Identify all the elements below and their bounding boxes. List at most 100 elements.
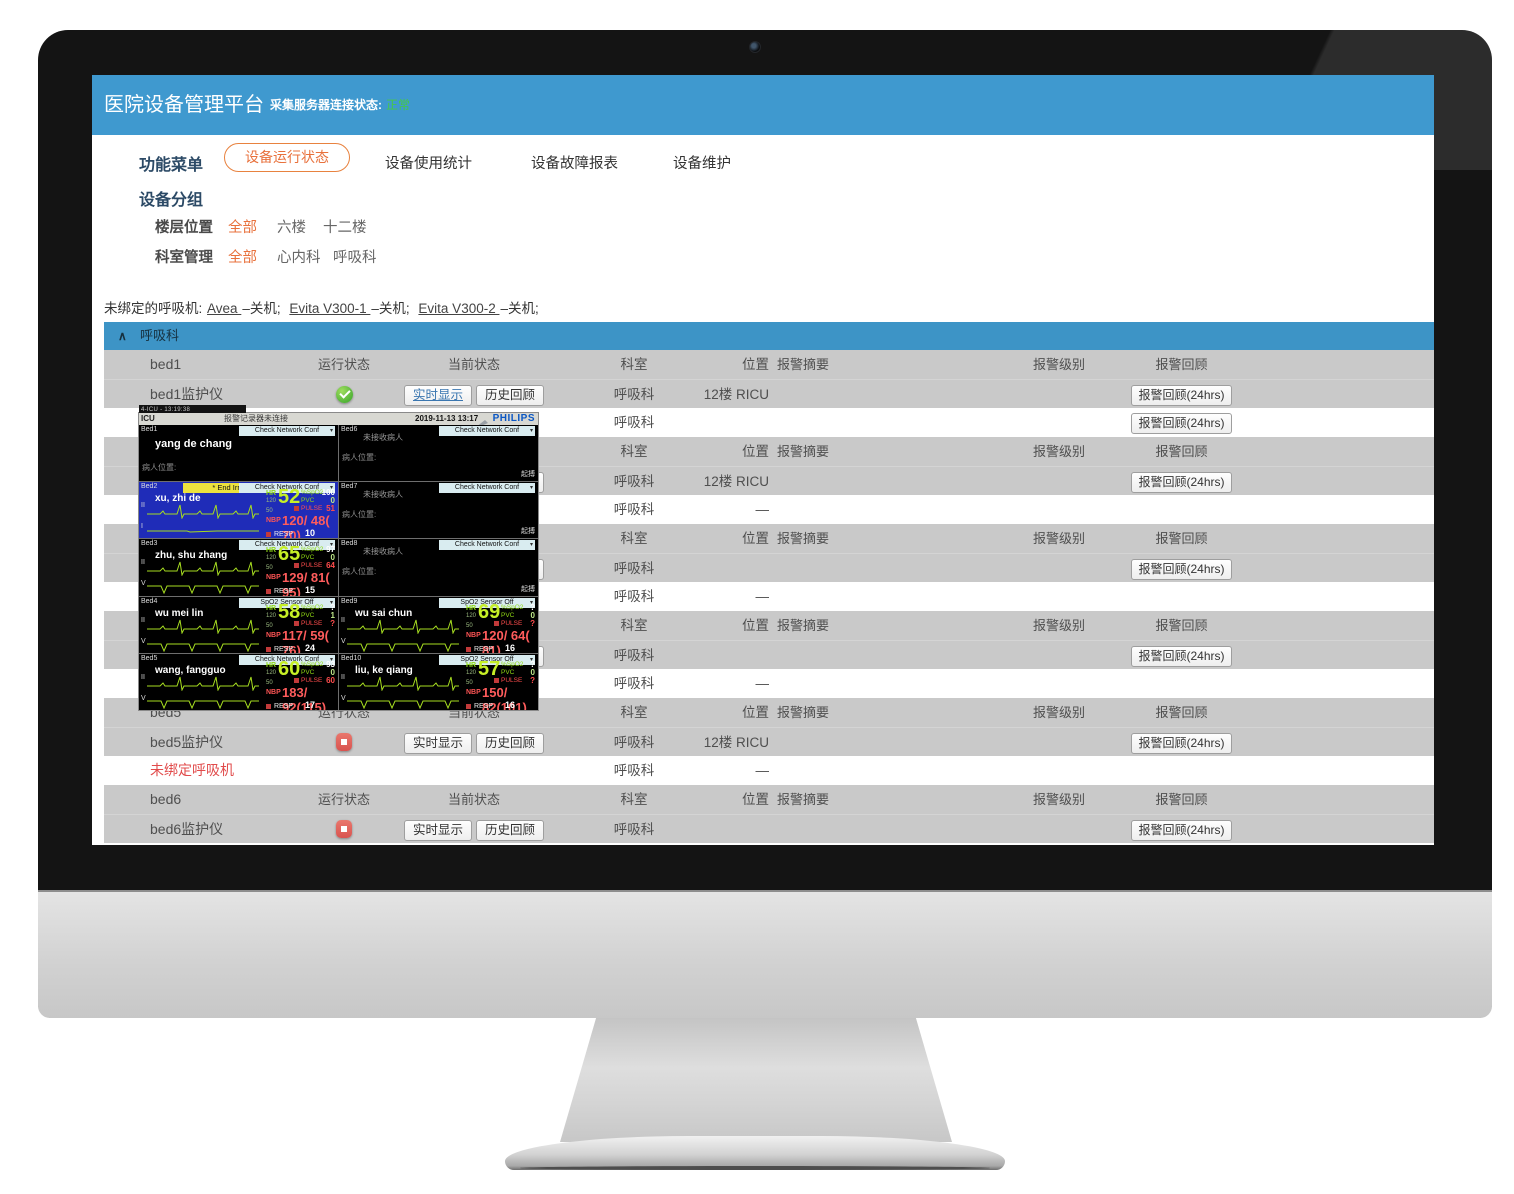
device-location (679, 815, 769, 844)
alarm-review-24hrs-button[interactable]: 报警回顾(24hrs) (1131, 385, 1232, 407)
col-header-review: 报警回顾 (1155, 531, 1208, 546)
tile-dropdown[interactable]: SpO2 Sensor Off (439, 597, 535, 608)
resp-label: RESP (274, 588, 294, 596)
live-display-button[interactable]: 实时显示 (403, 385, 472, 407)
section-title: 呼吸科 (140, 328, 180, 343)
device-location-dash: — (755, 763, 770, 778)
section-bar-respiratory[interactable]: ∧ 呼吸科 (104, 322, 1434, 350)
alarm-review-24hrs-button[interactable]: 报警回顾(24hrs) (1131, 646, 1232, 668)
device-status-cell (294, 380, 394, 409)
hr-limit-high: 120 (266, 498, 277, 505)
bed-tile-bed1: Bed1 Check Network Conf yang de chang 病人位置: (139, 425, 338, 482)
history-review-button[interactable]: 历史回顾 (476, 385, 545, 407)
col-header-dept: 科室 (620, 444, 648, 459)
bed-id-label: Bed9 (341, 597, 358, 605)
patient-name: liu, ke qiang (355, 664, 413, 676)
tile-dropdown[interactable]: Check Network Conf (239, 540, 335, 551)
device-location (679, 554, 769, 583)
pvc-label: PVC (301, 668, 315, 676)
col-header-loc: 位置 (742, 792, 769, 807)
hr-value: 60 (278, 657, 301, 680)
hr-label: HR (266, 604, 277, 612)
lead-label: I (141, 523, 143, 531)
alarm-review-24hrs-button[interactable]: 报警回顾(24hrs) (1131, 559, 1232, 581)
tile-dropdown[interactable]: Check Network Conf (239, 426, 335, 436)
unbound-link-evita-v300-2[interactable]: Evita V300-2 (418, 301, 500, 316)
alarm-review-24hrs-button[interactable]: 报警回顾(24hrs) (1131, 820, 1232, 842)
pvc-value: 0 (330, 496, 335, 506)
hr-value: 57 (478, 657, 501, 680)
app-title: 医院设备管理平台 (104, 94, 264, 116)
hr-label: HR (266, 490, 277, 498)
lead-label: V (341, 637, 346, 645)
tile-dropdown[interactable]: Check Network Conf (439, 426, 535, 436)
monitor-window-chip: 4-ICU - 13:19:38 (139, 405, 246, 415)
patient-location-label: 病人位置: (342, 567, 377, 577)
filter-floor-12[interactable]: 十二楼 (323, 220, 367, 236)
pulse-label: PULSE (501, 619, 523, 627)
device-department: 呼吸科 (613, 561, 655, 576)
col-header-summary: 报警摘要 (777, 531, 830, 546)
tile-dropdown[interactable]: SpO2 Sensor Off (439, 654, 535, 665)
hr-value: 52 (278, 486, 301, 509)
monitor-unit-label: ICU (141, 414, 155, 423)
hr-limit-high: 120 (466, 669, 477, 676)
server-status-label: 采集服务器连接状态: (270, 98, 382, 112)
unbound-ventilators-line: 未绑定的呼吸机: Avea –关机; Evita V300-1 –关机; Evi… (104, 297, 543, 317)
tile-dropdown[interactable]: Check Network Conf (439, 540, 535, 551)
tab-device-usage-stats[interactable]: 设备使用统计 (385, 156, 472, 172)
resp-label: RESP (274, 645, 294, 653)
unbound-state: –关机; (242, 301, 281, 316)
col-header-dept: 科室 (620, 357, 648, 372)
pulse-label: PULSE (301, 619, 323, 627)
alarm-review-24hrs-button[interactable]: 报警回顾(24hrs) (1131, 413, 1232, 435)
unbound-link-avea[interactable]: Avea (207, 301, 242, 316)
alarm-review-24hrs-button[interactable]: 报警回顾(24hrs) (1131, 733, 1232, 755)
filter-department-cardiology[interactable]: 心内科 (277, 250, 321, 266)
tile-dropdown[interactable]: Check Network Conf (239, 654, 335, 665)
tile-dropdown[interactable]: Check Network Conf (439, 483, 535, 494)
device-location (679, 408, 769, 437)
spo2-value: 100 (321, 488, 335, 498)
col-header-summary: 报警摘要 (777, 792, 830, 807)
lead-label: V (341, 694, 346, 702)
nbp-label: NBP (466, 631, 481, 639)
filter-floor-all[interactable]: 全部 (228, 220, 257, 236)
status-stopped-icon (336, 820, 352, 839)
patient-name: wu sai chun (355, 607, 413, 619)
filter-department-respiratory[interactable]: 呼吸科 (333, 250, 377, 266)
tab-device-running-status[interactable]: 设备运行状态 (224, 143, 350, 172)
tile-dropdown[interactable]: SpO2 Sensor Off (239, 597, 335, 608)
tab-device-fault-report[interactable]: 设备故障报表 (531, 156, 618, 172)
filter-department-all[interactable]: 全部 (228, 250, 257, 266)
resp-label: RESP (274, 531, 294, 539)
pvc-label: PVC (501, 611, 515, 619)
tile-dropdown[interactable]: Check Network Conf (239, 483, 335, 494)
col-header-review: 报警回顾 (1155, 618, 1208, 633)
live-display-button[interactable]: 实时显示 (403, 820, 472, 842)
live-display-button[interactable]: 实时显示 (403, 733, 472, 755)
patient-name: xu, zhi de (155, 493, 201, 505)
pulse-alarm-icon (294, 506, 299, 512)
filter-floor-6[interactable]: 六楼 (277, 220, 306, 236)
hr-label: HR (466, 661, 477, 669)
alarm-review-24hrs-button[interactable]: 报警回顾(24hrs) (1131, 472, 1232, 494)
ecg-waveform (147, 676, 259, 691)
collapse-icon[interactable]: ∧ (118, 329, 127, 343)
resp-alarm-icon (266, 589, 271, 595)
unbound-ventilator-row: 未绑定呼吸机 呼吸科 — (104, 756, 1434, 785)
device-review-cell: 报警回顾(24hrs) (1114, 728, 1249, 757)
col-header-loc: 位置 (742, 531, 769, 546)
bed-id-label: Bed1 (141, 426, 158, 433)
resp-alarm-icon (466, 646, 471, 652)
resp-value: 24 (305, 642, 316, 653)
unbound-link-evita-v300-1[interactable]: Evita V300-1 (289, 301, 371, 316)
history-review-button[interactable]: 历史回顾 (476, 733, 545, 755)
col-header-state: 当前状态 (447, 792, 500, 807)
resp-value: 17 (305, 699, 316, 710)
pulse-label: PULSE (301, 505, 323, 513)
pulse-alarm-icon (494, 677, 499, 683)
history-review-button[interactable]: 历史回顾 (476, 820, 545, 842)
filter-department-label: 科室管理 (155, 250, 213, 266)
tab-device-maintenance[interactable]: 设备维护 (673, 156, 731, 172)
